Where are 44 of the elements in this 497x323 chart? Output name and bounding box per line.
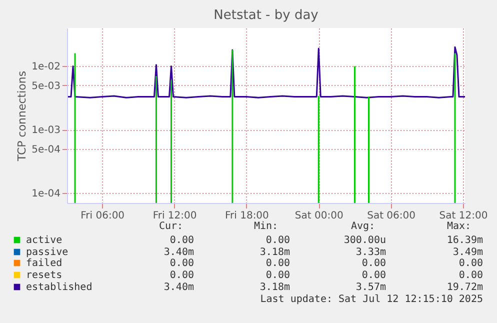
- text: 0.00: [458, 258, 483, 269]
- y-tick-label: 1e-03: [32, 125, 60, 136]
- text: 0.00: [458, 270, 483, 281]
- text: 0.00: [266, 258, 290, 269]
- legend-label: resets: [26, 270, 62, 281]
- x-tick-label: Sat 00:00: [294, 210, 344, 222]
- y-tick-label: 1e-02: [32, 62, 60, 73]
- legend-label: passive: [26, 247, 68, 258]
- text: 0.00: [170, 270, 194, 281]
- text: 3.18m: [260, 282, 290, 293]
- text: 3.57m: [356, 282, 386, 293]
- x-tick-label: Fri 12:00: [152, 210, 197, 222]
- text: Max:: [447, 221, 472, 232]
- text: 0.00: [170, 258, 194, 269]
- text: 19.72m: [446, 282, 483, 293]
- y-tick-label: 5e-04: [32, 144, 60, 156]
- line-series: [67, 46, 466, 98]
- y-tick-label: 1e-04: [32, 188, 60, 200]
- text: 3.18m: [260, 247, 290, 258]
- chart-title: Netstat - by day: [214, 8, 319, 23]
- text: 0.00: [170, 235, 194, 246]
- text: 3.40m: [164, 247, 194, 258]
- legend-label: failed: [26, 258, 62, 269]
- text: 3.40m: [164, 282, 194, 293]
- legend-label: established: [26, 282, 92, 293]
- text: Cur:: [159, 221, 184, 232]
- text: 0.00: [266, 270, 290, 281]
- x-tick-label: Sat 12:00: [439, 210, 488, 222]
- y-axis-title: TCP connections: [16, 70, 29, 162]
- text: 3.49m: [452, 247, 483, 258]
- legend-label: active: [26, 235, 62, 246]
- x-tick-label: Fri 06:00: [80, 210, 125, 222]
- text: 16.39m: [446, 235, 483, 246]
- x-tick-label: Sat 06:00: [367, 210, 416, 222]
- x-tick-label: Fri 18:00: [224, 210, 269, 222]
- text: Min:: [254, 221, 278, 232]
- text: Last update: Sat Jul 12 12:15:10 2025: [260, 294, 483, 305]
- text: 300.00u: [344, 235, 386, 246]
- text: 0.00: [362, 270, 386, 281]
- text: Avg:: [351, 221, 376, 232]
- text: 3.33m: [356, 247, 386, 258]
- text: 0.00: [266, 235, 290, 246]
- text: 0.00: [362, 258, 386, 269]
- y-tick-label: 5e-03: [32, 80, 60, 92]
